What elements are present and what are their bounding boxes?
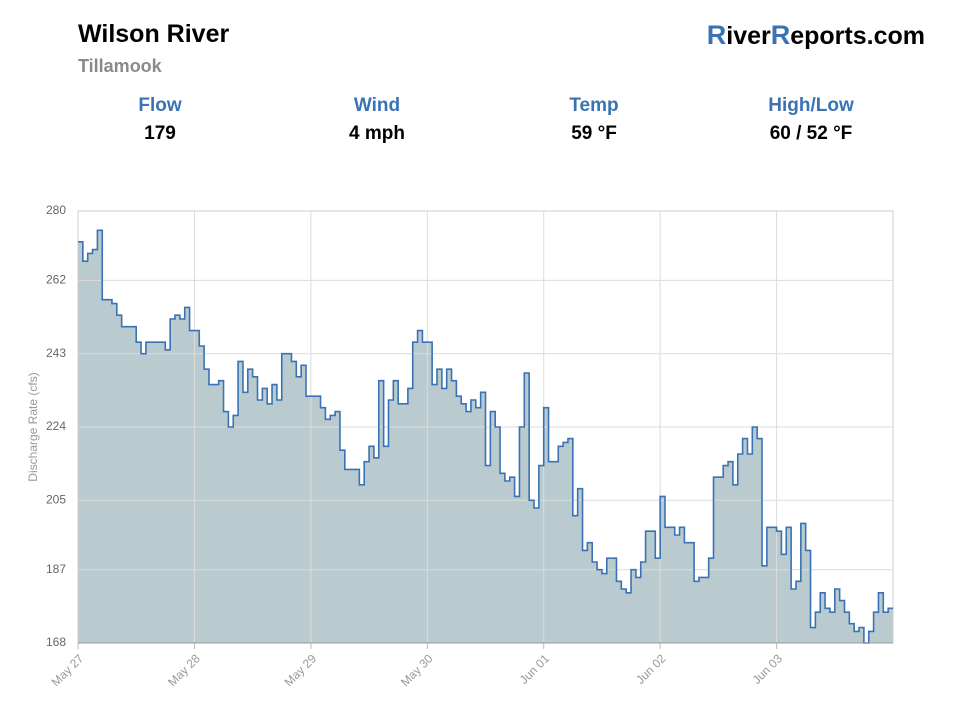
y-tick-label: 262 — [46, 273, 66, 287]
x-tick-label: May 27 — [49, 651, 87, 689]
stat-value: 59 °F — [571, 123, 617, 144]
stat-label: Flow — [138, 95, 182, 116]
header: Wilson River Tillamook RiverReports.com … — [0, 0, 960, 160]
y-tick-label: 205 — [46, 492, 66, 506]
y-tick-label: 280 — [46, 203, 66, 217]
x-tick-label: Jun 02 — [633, 651, 669, 687]
logo[interactable]: RiverReports.com — [707, 20, 925, 51]
logo-letter: R — [706, 20, 727, 50]
x-tick-label: May 30 — [398, 651, 436, 689]
stat-label: Wind — [353, 95, 401, 116]
x-tick-label: May 28 — [165, 651, 203, 689]
y-axis-label: Discharge Rate (cfs) — [26, 372, 40, 481]
y-tick-label: 187 — [46, 562, 66, 576]
x-tick-label: Jun 01 — [517, 651, 553, 687]
y-tick-label: 168 — [46, 635, 66, 649]
stat: Wind 4 mph — [277, 95, 477, 145]
logo-letter: R — [770, 20, 791, 50]
step-line — [78, 229, 893, 644]
logo-part: eports.com — [790, 22, 925, 50]
logo-part: iver — [726, 22, 771, 50]
y-tick-label: 243 — [46, 346, 66, 360]
x-tick-label: May 29 — [281, 651, 319, 689]
stat: High/Low 60 / 52 °F — [711, 95, 911, 145]
stat-label: High/Low — [768, 95, 854, 116]
river-title: Wilson River — [78, 20, 230, 48]
stat: Temp 59 °F — [494, 95, 694, 145]
stat-value: 179 — [144, 123, 176, 144]
stat-label: Temp — [569, 95, 619, 116]
stat-value: 60 / 52 °F — [769, 123, 853, 144]
stat-value: 4 mph — [349, 123, 405, 144]
river-location: Tillamook — [78, 56, 162, 76]
stat: Flow 179 — [60, 95, 260, 145]
x-tick-label: Jun 03 — [750, 651, 786, 687]
y-tick-label: 224 — [46, 419, 66, 433]
